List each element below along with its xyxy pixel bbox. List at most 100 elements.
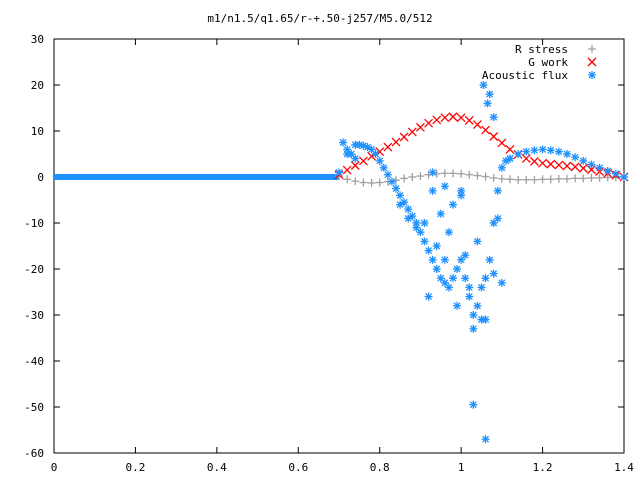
data-point: [424, 246, 433, 255]
data-point: [461, 251, 470, 260]
data-point: [408, 173, 417, 181]
data-point: [428, 186, 437, 195]
data-point: [603, 167, 612, 176]
data-point: [563, 150, 571, 158]
data-point: [449, 200, 457, 209]
data-point: [489, 132, 499, 141]
data-point: [481, 125, 491, 135]
data-point: [391, 137, 401, 147]
data-point: [465, 292, 474, 301]
data-point: [428, 255, 437, 264]
data-point: [489, 269, 498, 278]
data-point: [472, 120, 482, 130]
data-point: [432, 115, 442, 125]
y-tick-label: -20: [24, 263, 44, 276]
data-point: [522, 175, 531, 184]
data-point: [359, 178, 368, 187]
data-point: [449, 274, 457, 283]
data-point: [350, 161, 360, 170]
data-point: [440, 169, 449, 178]
series-1: [334, 112, 629, 182]
data-point: [407, 127, 417, 137]
data-point: [571, 174, 580, 183]
data-point: [358, 156, 368, 166]
data-point: [514, 150, 523, 158]
x-tick-label: 1.2: [533, 461, 553, 474]
chart-title: m1/n1.5/q1.65/r-+.50-j257/M5.0/512: [207, 12, 432, 25]
data-point: [493, 186, 502, 195]
series-2: [335, 81, 628, 444]
data-point: [473, 171, 482, 180]
data-point: [461, 274, 470, 283]
data-point: [611, 169, 620, 178]
data-point: [538, 175, 547, 184]
data-point: [587, 173, 596, 182]
data-point: [404, 214, 413, 223]
data-point: [387, 177, 396, 186]
data-point: [383, 142, 393, 152]
data-point: [335, 168, 343, 177]
data-point: [399, 132, 409, 142]
data-point: [481, 435, 490, 444]
x-tick-label: 1: [458, 461, 465, 474]
data-point: [514, 175, 523, 184]
data-point: [485, 255, 494, 264]
data-point: [489, 219, 498, 227]
data-point: [444, 283, 453, 292]
data-point: [440, 182, 449, 191]
y-tick-label: -10: [24, 217, 44, 230]
data-point: [432, 265, 441, 273]
data-point: [412, 223, 421, 232]
y-tick-label: 10: [31, 125, 44, 138]
data-point: [457, 169, 466, 178]
data-point: [371, 150, 380, 158]
x-tick-label: 0.8: [370, 461, 390, 474]
data-point: [497, 278, 506, 287]
data-point: [379, 163, 388, 172]
x-tick-label: 0.2: [125, 461, 145, 474]
data-point: [595, 173, 604, 182]
data-point: [444, 228, 453, 237]
data-point: [562, 161, 572, 171]
legend-marker: [588, 71, 596, 79]
data-point: [489, 113, 498, 122]
data-point: [436, 209, 445, 218]
data-point: [530, 146, 539, 155]
data-point: [367, 178, 376, 187]
data-point: [473, 237, 482, 246]
data-point: [449, 169, 457, 178]
data-point: [351, 154, 360, 163]
data-point: [339, 138, 348, 147]
data-point: [570, 162, 580, 172]
data-point: [428, 168, 437, 177]
x-tick-label: 0.6: [288, 461, 308, 474]
data-point: [469, 324, 478, 333]
data-point: [620, 173, 628, 181]
data-point: [485, 90, 494, 99]
data-point: [453, 301, 462, 310]
data-point: [457, 186, 466, 195]
data-point: [453, 265, 462, 273]
data-point: [497, 174, 506, 183]
data-point: [343, 175, 352, 184]
data-point: [521, 154, 531, 164]
legend-label: Acoustic flux: [482, 69, 568, 82]
data-point: [375, 178, 384, 187]
series-0: [335, 169, 628, 187]
x-tick-label: 0.4: [207, 461, 227, 474]
data-point: [497, 138, 507, 148]
data-point: [506, 154, 514, 163]
data-point: [464, 115, 474, 125]
data-point: [396, 191, 405, 200]
data-point: [493, 214, 502, 223]
data-point: [579, 174, 588, 183]
data-point: [506, 175, 514, 184]
data-point: [477, 283, 486, 292]
y-tick-label: -30: [24, 309, 44, 322]
data-point: [481, 172, 490, 181]
data-point: [432, 242, 441, 250]
data-point: [546, 146, 555, 155]
data-point: [522, 147, 531, 156]
